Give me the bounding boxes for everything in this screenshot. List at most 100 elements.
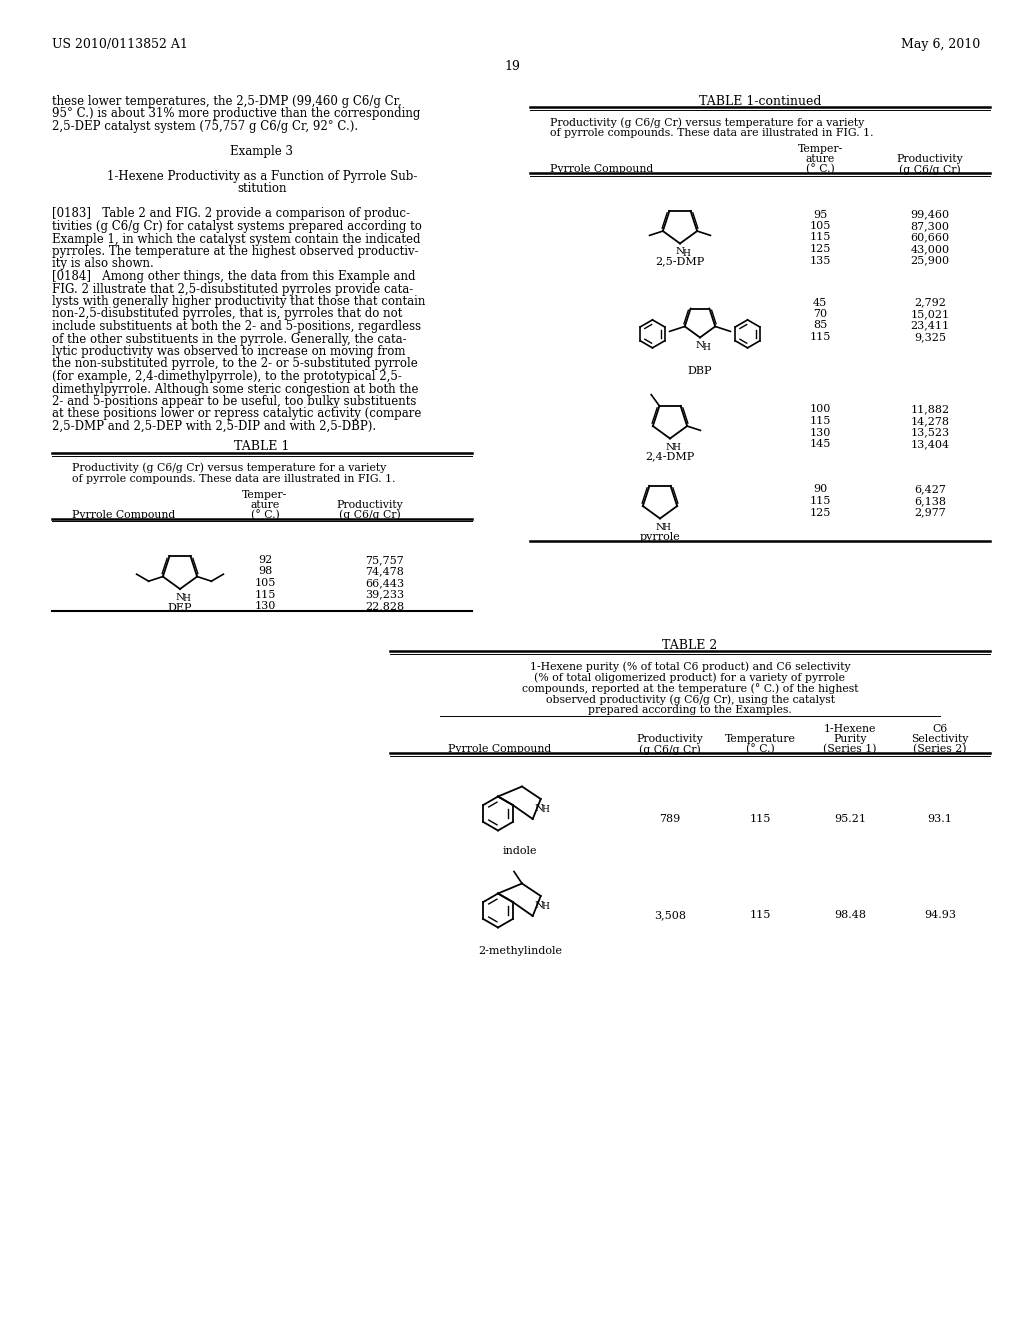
Text: (% of total oligomerized product) for a variety of pyrrole: (% of total oligomerized product) for a … bbox=[535, 672, 846, 682]
Text: 95.21: 95.21 bbox=[834, 813, 866, 824]
Text: 45: 45 bbox=[813, 297, 827, 308]
Text: 43,000: 43,000 bbox=[910, 244, 949, 253]
Text: 94.93: 94.93 bbox=[924, 911, 956, 920]
Text: 2,5-DMP: 2,5-DMP bbox=[655, 256, 705, 267]
Text: (for example, 2,4-dimethylpyrrole), to the prototypical 2,5-: (for example, 2,4-dimethylpyrrole), to t… bbox=[52, 370, 401, 383]
Text: 105: 105 bbox=[254, 578, 275, 587]
Text: 98: 98 bbox=[258, 566, 272, 577]
Text: 2,792: 2,792 bbox=[914, 297, 946, 308]
Text: N: N bbox=[666, 442, 675, 451]
Text: 90: 90 bbox=[813, 484, 827, 495]
Text: 2,4-DMP: 2,4-DMP bbox=[645, 451, 694, 462]
Text: 22,828: 22,828 bbox=[366, 601, 404, 611]
Text: 99,460: 99,460 bbox=[910, 210, 949, 219]
Text: (g C6/g Cr): (g C6/g Cr) bbox=[339, 510, 400, 520]
Text: compounds, reported at the temperature (° C.) of the highest: compounds, reported at the temperature (… bbox=[522, 682, 858, 694]
Text: 125: 125 bbox=[809, 507, 830, 517]
Text: (° C.): (° C.) bbox=[745, 744, 774, 755]
Text: 70: 70 bbox=[813, 309, 827, 319]
Text: 14,278: 14,278 bbox=[910, 416, 949, 426]
Text: 789: 789 bbox=[659, 813, 681, 824]
Text: 2,977: 2,977 bbox=[914, 507, 946, 517]
Text: 60,660: 60,660 bbox=[910, 232, 949, 243]
Text: lytic productivity was observed to increase on moving from: lytic productivity was observed to incre… bbox=[52, 345, 406, 358]
Text: Temper-: Temper- bbox=[243, 490, 288, 499]
Text: N: N bbox=[175, 593, 184, 602]
Text: (Series 1): (Series 1) bbox=[823, 744, 877, 754]
Text: N: N bbox=[655, 523, 665, 532]
Text: 3,508: 3,508 bbox=[654, 911, 686, 920]
Text: 115: 115 bbox=[809, 416, 830, 426]
Text: DEP: DEP bbox=[168, 603, 193, 612]
Text: 105: 105 bbox=[809, 220, 830, 231]
Text: Pyrrole Compound: Pyrrole Compound bbox=[550, 164, 653, 174]
Text: H: H bbox=[663, 524, 670, 532]
Text: Selectivity: Selectivity bbox=[911, 734, 969, 744]
Text: 115: 115 bbox=[809, 333, 830, 342]
Text: indole: indole bbox=[503, 846, 538, 855]
Text: 100: 100 bbox=[809, 404, 830, 414]
Text: Temper-: Temper- bbox=[798, 144, 843, 154]
Text: (° C.): (° C.) bbox=[806, 164, 835, 174]
Text: non-2,5-disubstituted pyrroles, that is, pyrroles that do not: non-2,5-disubstituted pyrroles, that is,… bbox=[52, 308, 402, 321]
Text: 135: 135 bbox=[809, 256, 830, 265]
Text: ature: ature bbox=[251, 499, 280, 510]
Text: H: H bbox=[182, 594, 189, 603]
Text: of the other substituents in the pyrrole. Generally, the cata-: of the other substituents in the pyrrole… bbox=[52, 333, 407, 346]
Text: ity is also shown.: ity is also shown. bbox=[52, 257, 154, 271]
Text: 93.1: 93.1 bbox=[928, 813, 952, 824]
Text: 2-methylindole: 2-methylindole bbox=[478, 945, 562, 956]
Text: 66,443: 66,443 bbox=[366, 578, 404, 587]
Text: Productivity (g C6/g Cr) versus temperature for a variety: Productivity (g C6/g Cr) versus temperat… bbox=[550, 117, 864, 128]
Text: 39,233: 39,233 bbox=[366, 590, 404, 599]
Text: 13,404: 13,404 bbox=[910, 440, 949, 449]
Text: 15,021: 15,021 bbox=[910, 309, 949, 319]
Text: 130: 130 bbox=[809, 428, 830, 437]
Text: Productivity: Productivity bbox=[897, 154, 964, 164]
Text: of pyrrole compounds. These data are illustrated in FIG. 1.: of pyrrole compounds. These data are ill… bbox=[72, 474, 395, 483]
Text: include substituents at both the 2- and 5-positions, regardless: include substituents at both the 2- and … bbox=[52, 319, 421, 333]
Text: Purity: Purity bbox=[834, 734, 866, 744]
Text: 115: 115 bbox=[809, 232, 830, 243]
Text: 1-Hexene: 1-Hexene bbox=[824, 723, 877, 734]
Text: 75,757: 75,757 bbox=[366, 554, 404, 565]
Text: 95° C.) is about 31% more productive than the corresponding: 95° C.) is about 31% more productive tha… bbox=[52, 107, 421, 120]
Text: Pyrrole Compound: Pyrrole Compound bbox=[449, 744, 552, 754]
Text: 23,411: 23,411 bbox=[910, 321, 949, 330]
Text: 9,325: 9,325 bbox=[914, 333, 946, 342]
Text: TABLE 2: TABLE 2 bbox=[663, 639, 718, 652]
Text: Productivity: Productivity bbox=[337, 499, 403, 510]
Text: Temperature: Temperature bbox=[725, 734, 796, 744]
Text: 98.48: 98.48 bbox=[834, 911, 866, 920]
Text: [0183]   Table 2 and FIG. 2 provide a comparison of produc-: [0183] Table 2 and FIG. 2 provide a comp… bbox=[52, 207, 410, 220]
Text: Productivity (g C6/g Cr) versus temperature for a variety: Productivity (g C6/g Cr) versus temperat… bbox=[72, 462, 386, 473]
Text: Example 1, in which the catalyst system contain the indicated: Example 1, in which the catalyst system … bbox=[52, 232, 421, 246]
Text: Productivity: Productivity bbox=[637, 734, 703, 744]
Text: (Series 2): (Series 2) bbox=[913, 744, 967, 754]
Text: N: N bbox=[695, 342, 705, 351]
Text: 115: 115 bbox=[809, 496, 830, 506]
Text: lysts with generally higher productivity that those that contain: lysts with generally higher productivity… bbox=[52, 294, 425, 308]
Text: 115: 115 bbox=[254, 590, 275, 599]
Text: 130: 130 bbox=[254, 601, 275, 611]
Text: [0184]   Among other things, the data from this Example and: [0184] Among other things, the data from… bbox=[52, 271, 416, 282]
Text: TABLE 1-continued: TABLE 1-continued bbox=[698, 95, 821, 108]
Text: Pyrrole Compound: Pyrrole Compound bbox=[72, 510, 175, 520]
Text: Example 3: Example 3 bbox=[230, 145, 294, 158]
Text: observed productivity (g C6/g Cr), using the catalyst: observed productivity (g C6/g Cr), using… bbox=[546, 694, 835, 705]
Text: 145: 145 bbox=[809, 440, 830, 449]
Text: 125: 125 bbox=[809, 244, 830, 253]
Text: 92: 92 bbox=[258, 554, 272, 565]
Text: 19: 19 bbox=[504, 59, 520, 73]
Text: ature: ature bbox=[805, 154, 835, 164]
Text: May 6, 2010: May 6, 2010 bbox=[901, 38, 980, 51]
Text: prepared according to the Examples.: prepared according to the Examples. bbox=[588, 705, 792, 715]
Text: (g C6/g Cr): (g C6/g Cr) bbox=[639, 744, 700, 755]
Text: H: H bbox=[682, 248, 690, 257]
Text: at these positions lower or repress catalytic activity (compare: at these positions lower or repress cata… bbox=[52, 408, 421, 421]
Text: TABLE 1: TABLE 1 bbox=[234, 441, 290, 454]
Text: dimethylpyrrole. Although some steric congestion at both the: dimethylpyrrole. Although some steric co… bbox=[52, 383, 419, 396]
Text: 11,882: 11,882 bbox=[910, 404, 949, 414]
Text: these lower temperatures, the 2,5-DMP (99,460 g C6/g Cr,: these lower temperatures, the 2,5-DMP (9… bbox=[52, 95, 401, 108]
Text: 115: 115 bbox=[750, 813, 771, 824]
